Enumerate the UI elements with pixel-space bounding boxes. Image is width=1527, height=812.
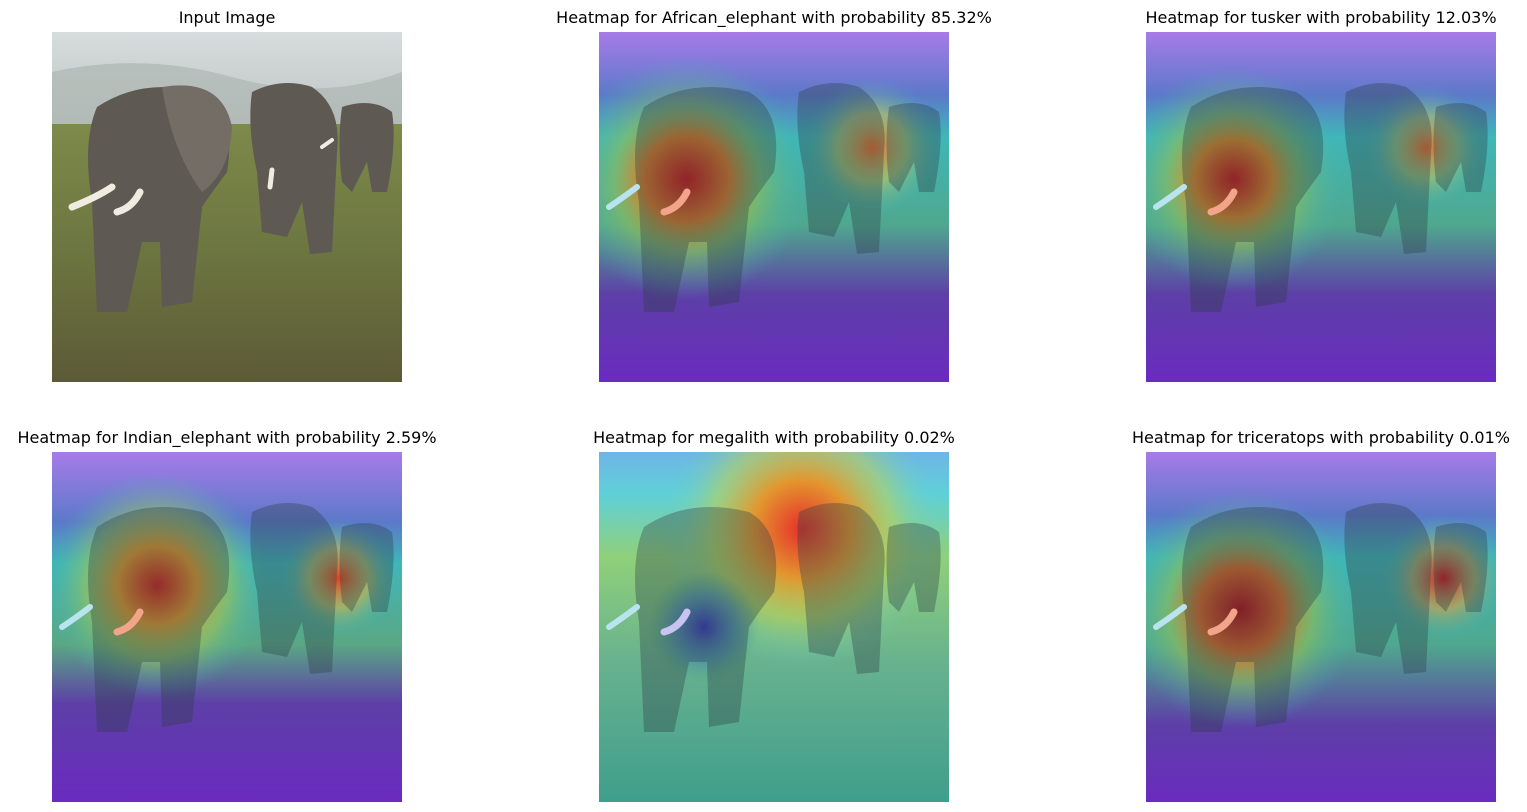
panel-title: Heatmap for African_elephant with probab…: [556, 8, 992, 27]
panel-title: Input Image: [178, 8, 276, 27]
heatmap-image: [599, 452, 949, 802]
heatmap-image: [1146, 452, 1496, 802]
heatmap-image: [1146, 32, 1496, 382]
heatmap-overlay: [1146, 452, 1496, 802]
heatmap-image: [52, 452, 402, 802]
input-image: [52, 32, 402, 382]
heatmap-overlay: [599, 452, 949, 802]
panel-title: Heatmap for Indian_elephant with probabi…: [17, 428, 437, 447]
heatmap-overlay: [599, 32, 949, 382]
panel-title: Heatmap for tusker with probability 12.0…: [1145, 8, 1497, 27]
heatmap-overlay: [1146, 32, 1496, 382]
heatmap-image: [599, 32, 949, 382]
panel-title: Heatmap for triceratops with probability…: [1132, 428, 1510, 447]
panel-title: Heatmap for megalith with probability 0.…: [593, 428, 955, 447]
heatmap-overlay: [52, 452, 402, 802]
elephant-photo: [52, 32, 402, 382]
